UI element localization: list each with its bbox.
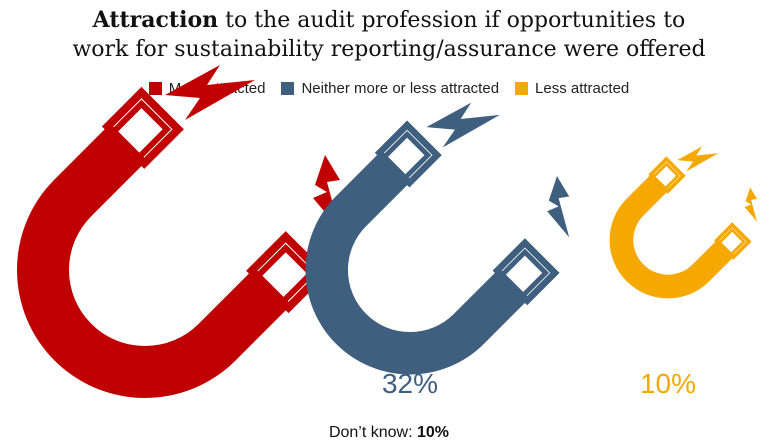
dont-know-note: Don’t know: 10%: [0, 424, 778, 442]
value-label-neither: 32%: [382, 368, 438, 399]
legend-item-less: Less attracted: [515, 80, 629, 97]
legend-swatch-less: [515, 82, 529, 95]
magnet-neither: [305, 102, 570, 375]
dont-know-label: Don’t know:: [328, 424, 413, 441]
value-label-more: 48%: [117, 368, 173, 399]
spark-right-less: [744, 187, 758, 222]
magnet-tip-frame-neither-right: [492, 238, 560, 306]
magnet-tip-frame-more-left: [101, 86, 184, 169]
spark-top-more: [165, 65, 255, 120]
magnet-body-neither: [305, 152, 528, 375]
legend-label-neither: Neither more or less attracted: [301, 80, 500, 97]
spark-right-neither: [547, 176, 570, 238]
legend-item-neither: Neither more or less attracted: [281, 80, 499, 97]
spark-top-neither: [426, 102, 500, 148]
legend-swatch-neither: [281, 82, 295, 95]
title-line-1-rest: to the audit profession if opportunities…: [225, 8, 686, 33]
magnet-body-less: [609, 174, 734, 299]
title-line-1: Attraction to the audit profession if op…: [0, 6, 778, 35]
legend-label-less: Less attracted: [535, 80, 630, 97]
magnet-tip-frame-less-left: [648, 156, 686, 194]
magnet-body-more: [17, 126, 289, 398]
value-label-less: 10%: [640, 368, 696, 399]
spark-top-less: [677, 146, 719, 172]
magnet-tip-frame-neither-left: [374, 120, 442, 188]
magnet-tip-frame-more-right: [246, 231, 329, 314]
chart-title: Attraction to the audit profession if op…: [0, 6, 778, 64]
title-line-2: work for sustainability reporting/assura…: [72, 37, 706, 62]
magnet-less: [609, 146, 758, 299]
magnet-tip-frame-less-right: [714, 222, 752, 260]
legend-swatch-more: [148, 82, 162, 95]
dont-know-value: 10%: [417, 424, 450, 441]
title-bold: Attraction: [92, 7, 219, 33]
